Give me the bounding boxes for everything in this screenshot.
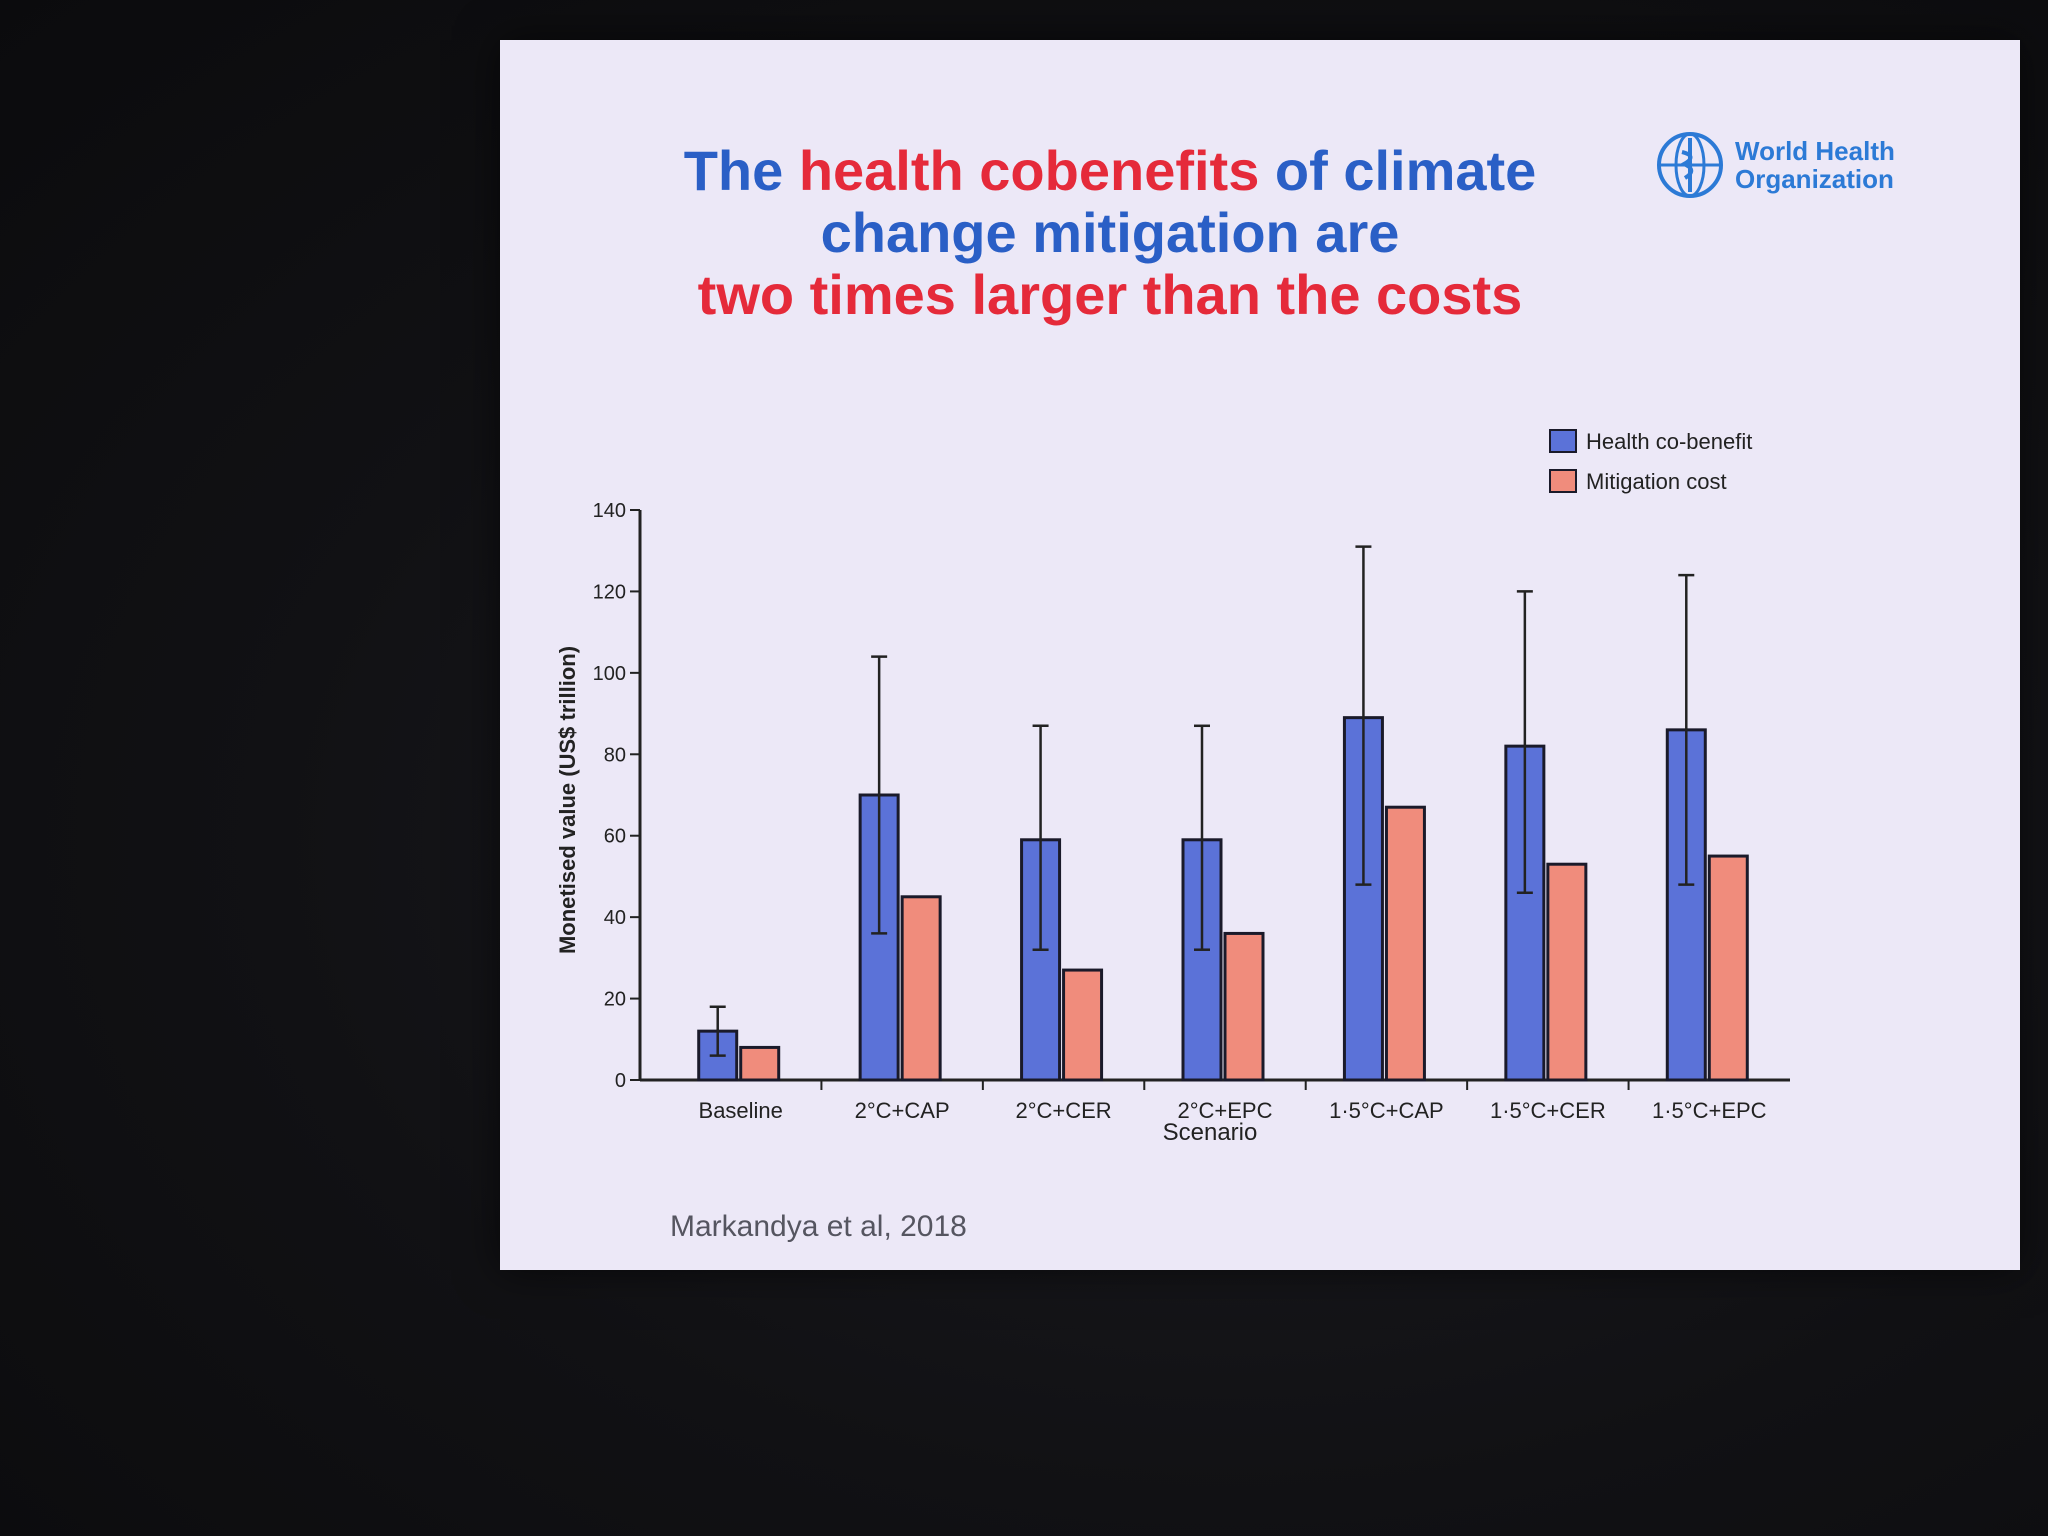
- bar-mitigation-cost: [900, 895, 942, 1082]
- title-part-1: The: [683, 139, 799, 202]
- legend-label: Health co-benefit: [1586, 429, 1752, 454]
- bar-mitigation-cost: [1707, 854, 1749, 1082]
- title-part-2: health cobenefits: [798, 139, 1260, 202]
- slide-title: The health cobenefits of climate change …: [660, 140, 1560, 326]
- who-logo-line1: World Health: [1735, 136, 1895, 166]
- who-logo: World Health Organization: [1655, 130, 1895, 200]
- title-part-4: change mitigation are: [820, 201, 1400, 264]
- citation: Markandya et al, 2018: [670, 1210, 967, 1243]
- y-tick-label: 120: [593, 581, 626, 603]
- title-part-5: two times larger than the costs: [697, 263, 1523, 326]
- x-tick-label: 1·5°C+EPC: [1652, 1098, 1767, 1123]
- x-tick-label: 2°C+CER: [1015, 1098, 1111, 1123]
- y-tick-label: 60: [604, 826, 626, 848]
- bar-mitigation-cost: [1384, 805, 1426, 1082]
- axes: 0 20 40 60 80 100 120 140 Baseline 2°C+CAP 2°C+CER…: [593, 500, 1790, 1123]
- bars: [697, 545, 1749, 1082]
- legend-swatch: [1549, 429, 1577, 453]
- y-tick-label: 40: [604, 907, 626, 929]
- bar-mitigation-cost: [1546, 862, 1588, 1082]
- legend-swatch: [1549, 469, 1577, 493]
- y-tick-label: 0: [615, 1070, 626, 1092]
- legend: Health co-benefit Mitigation cost: [1549, 429, 1752, 494]
- x-tick-label: 2°C+EPC: [1177, 1098, 1272, 1123]
- legend-label: Mitigation cost: [1586, 469, 1727, 494]
- bar-chart: Health co-benefit Mitigation cost 0 20 40 60…: [555, 429, 1790, 1146]
- who-emblem-icon: [1657, 132, 1723, 198]
- y-tick-label: 100: [593, 663, 626, 685]
- y-tick-label: 80: [604, 744, 626, 766]
- bar-mitigation-cost: [739, 1045, 781, 1082]
- who-logo-line2: Organization: [1735, 164, 1894, 194]
- title-part-3: of climate: [1259, 139, 1537, 202]
- bar-mitigation-cost: [1223, 931, 1265, 1082]
- bar-mitigation-cost: [1062, 968, 1104, 1082]
- x-tick-label: Baseline: [699, 1098, 783, 1123]
- slide: The health cobenefits of climate change …: [500, 40, 2020, 1270]
- y-axis-label: Monetised value (US$ trillion): [555, 646, 580, 954]
- x-tick-label: 2°C+CAP: [855, 1098, 950, 1123]
- x-tick-label: 1·5°C+CAP: [1329, 1098, 1444, 1123]
- y-tick-label: 20: [604, 989, 626, 1011]
- y-tick-label: 140: [593, 500, 626, 522]
- x-tick-label: 1·5°C+CER: [1490, 1098, 1606, 1123]
- x-axis-label: Scenario: [1163, 1119, 1258, 1146]
